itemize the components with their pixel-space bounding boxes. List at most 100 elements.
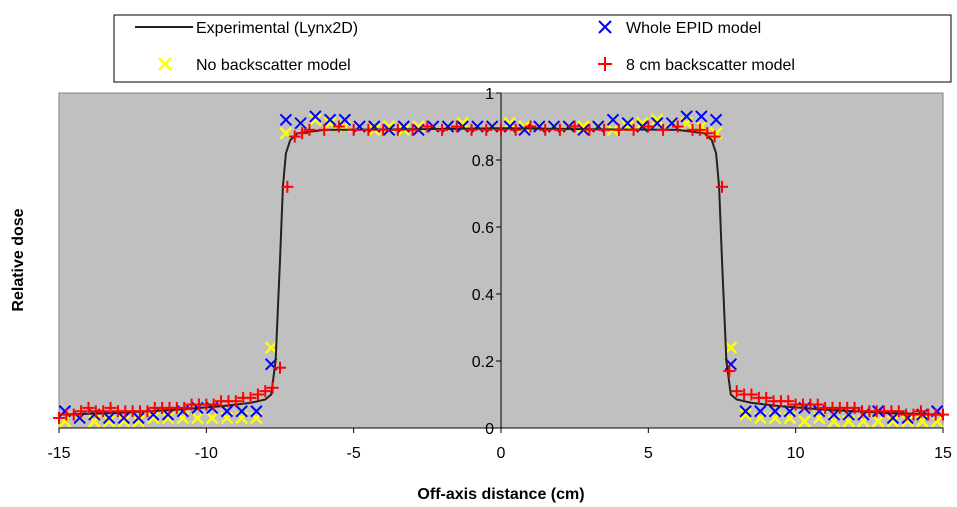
x-marker-point [308,113,322,127]
plus-marker-point [782,395,795,408]
x-marker-point [886,411,900,425]
legend: Experimental (Lynx2D) Whole EPID model N… [113,14,952,83]
plus-marker-point [598,123,611,136]
x-marker-point [132,411,145,425]
plus-marker-point [730,385,743,398]
y-tick-label: 1 [485,86,494,103]
x-marker-point [146,411,160,425]
plus-marker-point [362,123,375,136]
plus-marker-point [583,123,596,136]
plus-marker-point [53,411,65,424]
x-marker-point [621,116,634,130]
y-tick-label: 0.2 [472,354,494,371]
plus-marker-point [693,123,706,136]
x-marker-point [117,411,131,425]
x-tick-label: -5 [347,445,361,462]
plus-marker-point [914,405,927,418]
x-marker-point [503,116,517,130]
plus-marker-point [568,120,581,133]
plus-marker-point [436,123,449,136]
plus-marker-point [303,123,316,136]
plus-marker-point [708,130,721,143]
x-marker-point [102,411,116,425]
legend-label-whole-epid: Whole EPID model [626,20,761,37]
plus-marker-point [207,398,220,411]
x-marker-point [132,414,145,428]
legend-box [113,14,952,83]
plus-marker-point [642,120,655,133]
plus-marker-point [657,123,670,136]
legend-entry-experimental: Experimental (Lynx2D) [135,20,358,37]
x-tick-label: 0 [497,445,506,462]
plus-marker-point [671,120,684,133]
x-marker-point [309,110,322,123]
x-tick-label: 5 [644,445,653,462]
plus-marker-point [259,385,272,398]
y-tick-label: 0.8 [472,153,494,170]
x-marker-point [191,411,204,425]
x-axis-title: Off-axis distance (cm) [417,486,584,503]
plus-marker-point [296,127,309,140]
plus-marker-point [251,388,264,401]
x-marker-point [871,414,885,428]
y-tick-label: 0.6 [472,220,494,237]
x-ticks: -15 -10 -5 0 5 10 15 [47,428,952,462]
plus-marker-point [553,123,566,136]
x-tick-label: 10 [787,445,805,462]
legend-label-8cm-backscatter: 8 cm backscatter model [626,57,795,74]
x-marker-point [798,414,811,428]
plus-marker-point [450,120,463,133]
legend-x-marker-yellow [158,57,172,71]
plus-marker-point [465,123,478,136]
plus-marker-point [723,365,736,378]
plus-marker-point [760,391,773,404]
plus-marker-point [421,120,434,133]
x-tick-label: 15 [934,445,952,462]
legend-x-marker-blue [598,20,612,34]
legend-entry-whole-epid: Whole EPID model [598,20,761,37]
x-marker-point [650,113,664,127]
x-marker-point [117,414,131,428]
plus-marker-point [318,123,331,136]
x-marker-point [220,405,234,418]
legend-entry-no-backscatter: No backscatter model [158,57,351,74]
series-layer [53,110,949,428]
plus-marker-point [97,405,110,418]
plus-marker-point [178,401,191,414]
legend-entry-8cm-backscatter: 8 cm backscatter model [598,57,795,74]
plus-marker-point [75,405,88,418]
x-marker-point [338,113,352,127]
x-tick-label: -15 [47,445,70,462]
series-2 [58,113,944,428]
plus-marker-point [612,123,625,136]
plus-marker-point [745,388,758,401]
plus-marker-point [67,408,80,421]
plus-marker-point [848,401,861,414]
x-marker-point [250,405,263,418]
x-marker-point [235,405,248,418]
plus-marker-point [377,123,390,136]
plus-marker-point [524,120,537,133]
plus-marker-point [104,401,117,414]
plus-marker-point [937,408,949,421]
plus-marker-point [627,123,640,136]
x-marker-point [754,405,767,418]
x-marker-point [739,405,752,418]
plus-marker-point [811,398,824,411]
x-marker-point [739,408,752,421]
x-marker-point [279,113,293,127]
plus-marker-point [281,180,294,193]
x-marker-point [294,116,307,130]
x-marker-point [695,110,708,123]
plus-marker-point [406,123,419,136]
x-marker-point [901,414,915,428]
x-marker-point [680,110,693,123]
plus-marker-point [82,401,95,414]
plus-marker-point [391,123,404,136]
x-marker-point [724,341,738,354]
y-tick-label: 0 [485,421,494,438]
y-ticks: 0 0.2 0.4 0.6 0.8 1 [472,86,501,438]
x-marker-point [323,113,337,127]
x-marker-point [102,414,116,428]
